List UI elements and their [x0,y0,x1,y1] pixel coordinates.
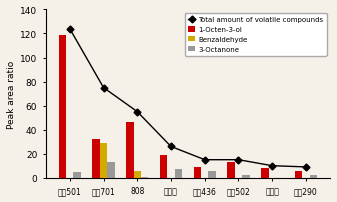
Bar [310,176,317,178]
Total amount of volatile compounds [203,159,207,161]
Bar [194,167,201,178]
Total amount of volatile compounds [169,145,173,148]
Bar [261,168,269,178]
Bar [242,176,250,178]
Bar [227,162,235,178]
Total amount of volatile compounds [237,159,241,161]
Bar [92,140,100,178]
Bar [133,171,141,178]
Total amount of volatile compounds [270,165,274,167]
Legend: Total amount of volatile compounds, 1-Octen-3-ol, Benzaldehyde, 3-Octanone: Total amount of volatile compounds, 1-Oc… [185,14,327,56]
Y-axis label: Peak area ratio: Peak area ratio [7,60,16,128]
Bar [295,171,302,178]
Bar [59,36,66,178]
Bar [175,169,182,178]
Total amount of volatile compounds [304,166,308,168]
Bar [100,143,107,178]
Bar [160,155,167,178]
Total amount of volatile compounds [101,87,105,89]
Total amount of volatile compounds [135,111,139,113]
Bar [73,172,81,178]
Total amount of volatile compounds [68,28,72,31]
Line: Total amount of volatile compounds: Total amount of volatile compounds [67,27,308,169]
Bar [141,177,148,178]
Bar [209,171,216,178]
Bar [126,123,133,178]
Bar [107,162,115,178]
